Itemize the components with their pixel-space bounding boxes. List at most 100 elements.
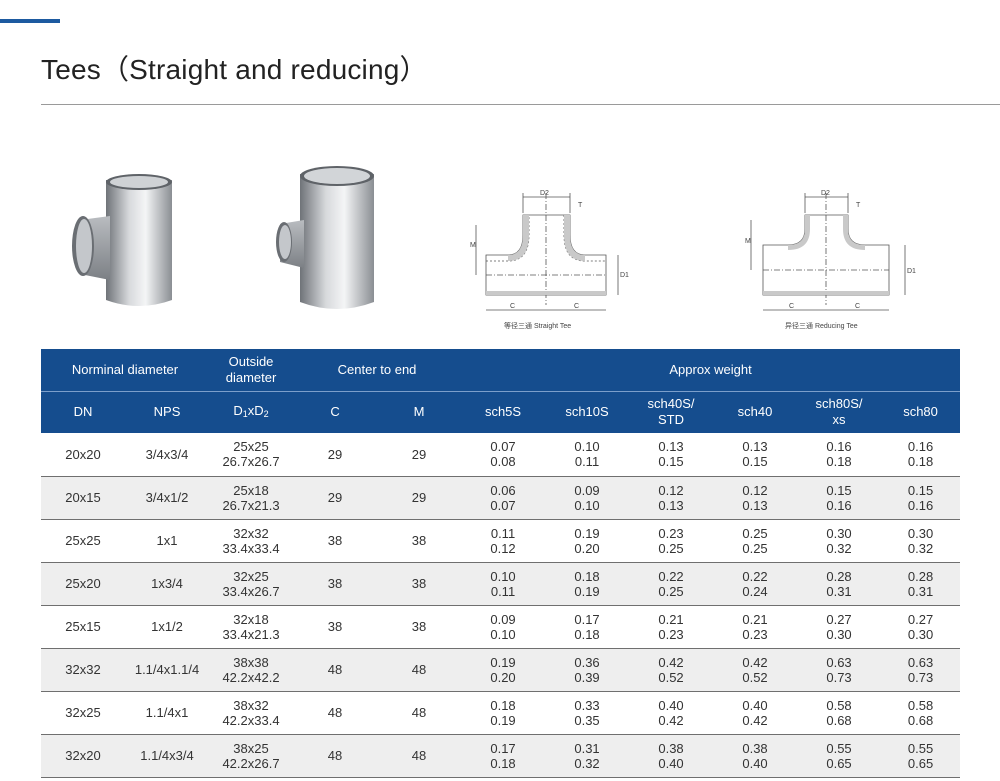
cell-od: 38x32 42.2x33.4 — [209, 691, 294, 735]
cell-m: 48 — [377, 691, 462, 735]
table-row: 32x25 1.1/4x1 38x32 42.2x33.4 48 48 0.18 0.19 0.… — [41, 691, 961, 735]
cell-od-line1: 38x32 — [233, 697, 269, 713]
col-d1xd2-sub1: 1 — [242, 408, 248, 419]
col-d1xd2-main: D — [233, 402, 243, 418]
cell-od: 38x38 42.2x42.2 — [209, 648, 294, 692]
cell-sch40: 0.25 0.25 — [713, 519, 798, 563]
cell-sch80-line1: 0.15 — [907, 482, 934, 498]
cell-dn: 32x25 — [41, 691, 125, 735]
cell-od-line1: 32x18 — [233, 611, 269, 627]
cell-od-line1: 25x25 — [233, 439, 269, 455]
cell-sch80s-line2: 0.16 — [826, 497, 852, 513]
cell-sch5s-line1: 0.09 — [490, 611, 516, 627]
cell-nps: 1x3/4 — [125, 562, 210, 606]
cell-sch80-line2: 0.16 — [907, 497, 934, 513]
cell-sch40s-line1: 0.40 — [658, 697, 684, 713]
cell-m: 38 — [377, 605, 462, 649]
cell-c: 48 — [293, 648, 378, 692]
cell-od-line2: 26.7x21.3 — [222, 497, 280, 513]
reducing-t-label: T — [856, 202, 861, 209]
cell-sch80s-line1: 0.55 — [826, 740, 852, 756]
cell-sch5s-line2: 0.07 — [490, 497, 516, 513]
cell-od-line1: 38x25 — [233, 740, 269, 756]
cell-sch80s-line1: 0.27 — [826, 611, 852, 627]
header-outside-line1: Outside — [228, 353, 274, 369]
cell-sch40-line2: 0.24 — [742, 583, 768, 599]
cell-c: 38 — [293, 519, 378, 563]
cell-sch40-line2: 0.23 — [742, 626, 768, 642]
cell-m: 29 — [377, 476, 462, 520]
cell-sch80s: 0.28 0.31 — [797, 562, 882, 606]
cell-sch5s: 0.19 0.20 — [461, 648, 546, 692]
cell-od: 25x18 26.7x21.3 — [209, 476, 294, 520]
cell-sch80-line1: 0.58 — [907, 697, 934, 713]
cell-sch80-line2: 0.18 — [907, 454, 934, 470]
cell-sch5s-line1: 0.18 — [490, 697, 516, 713]
cell-sch80-line1: 0.28 — [907, 568, 934, 584]
col-d1xd2-x: xD — [247, 402, 264, 418]
cell-sch40-line2: 0.15 — [742, 454, 768, 470]
cell-sch40s-line2: 0.42 — [658, 712, 684, 728]
cell-m: 48 — [377, 648, 462, 692]
cell-sch80: 0.55 0.65 — [881, 734, 961, 778]
cell-sch5s: 0.18 0.19 — [461, 691, 546, 735]
col-sch80s-xs: sch80S/ xs — [797, 390, 882, 433]
table-row: 25x15 1x1/2 32x18 33.4x21.3 38 38 0.09 0.10 0.17… — [41, 605, 961, 649]
cell-sch5s: 0.06 0.07 — [461, 476, 546, 520]
cell-nps: 3/4x3/4 — [125, 433, 210, 477]
straight-tee-drawing: D2 T M D1 C C 等径三通 Straight Tee — [470, 190, 629, 330]
cell-sch10s-line1: 0.36 — [574, 654, 600, 670]
cell-sch10s-line1: 0.18 — [574, 568, 600, 584]
reducing-c-label-right: C — [855, 303, 860, 310]
cell-sch80-line2: 0.65 — [907, 755, 934, 771]
cell-sch40: 0.22 0.24 — [713, 562, 798, 606]
cell-sch40-line1: 0.40 — [742, 697, 768, 713]
header-nominal-diameter: Norminal diameter — [41, 349, 210, 391]
cell-sch5s-line1: 0.17 — [490, 740, 516, 756]
cell-dn: 25x15 — [41, 605, 125, 649]
cell-m: 29 — [377, 433, 462, 477]
cell-sch80s: 0.30 0.32 — [797, 519, 882, 563]
cell-sch80: 0.16 0.18 — [881, 433, 961, 477]
cell-sch40s-line1: 0.42 — [658, 654, 684, 670]
cell-sch10s-line1: 0.09 — [574, 482, 600, 498]
cell-sch10s-line2: 0.11 — [574, 454, 600, 470]
cell-sch5s: 0.10 0.11 — [461, 562, 546, 606]
cell-sch80-line2: 0.30 — [907, 626, 934, 642]
cell-sch5s-line1: 0.19 — [490, 654, 516, 670]
header-group-row: Norminal diameter Outside diameter Cente… — [41, 349, 961, 391]
cell-sch80: 0.30 0.32 — [881, 519, 961, 563]
cell-sch80s-line1: 0.58 — [826, 697, 852, 713]
tees-spec-table: Norminal diameter Outside diameter Cente… — [41, 349, 961, 778]
cell-sch5s: 0.11 0.12 — [461, 519, 546, 563]
cell-sch10s: 0.09 0.10 — [545, 476, 630, 520]
cell-sch10s-line1: 0.31 — [574, 740, 600, 756]
cell-sch80s-line2: 0.73 — [826, 669, 852, 685]
col-sch10s: sch10S — [545, 390, 630, 433]
cell-sch10s-line1: 0.10 — [574, 439, 600, 455]
cell-sch10s: 0.19 0.20 — [545, 519, 630, 563]
cell-sch40s: 0.42 0.52 — [629, 648, 714, 692]
cell-sch80s-line2: 0.68 — [826, 712, 852, 728]
cell-sch80s: 0.55 0.65 — [797, 734, 882, 778]
cell-sch10s: 0.36 0.39 — [545, 648, 630, 692]
cell-sch40s-line2: 0.25 — [658, 540, 684, 556]
cell-sch80s-line1: 0.28 — [826, 568, 852, 584]
reducing-tee-caption: 异径三通 Reducing Tee — [785, 321, 858, 330]
cell-sch80s-line1: 0.30 — [826, 525, 852, 541]
cell-dn: 32x20 — [41, 734, 125, 778]
reducing-c-label-left: C — [789, 303, 794, 310]
cell-sch80: 0.27 0.30 — [881, 605, 961, 649]
cell-sch40s: 0.13 0.15 — [629, 433, 714, 477]
cell-od: 32x18 33.4x21.3 — [209, 605, 294, 649]
spec-table-body: 20x20 3/4x3/4 25x25 26.7x26.7 29 29 0.07 0.08 0.… — [41, 433, 961, 778]
table-row: 32x32 1.1/4x1.1/4 38x38 42.2x42.2 48 48 0.19 0.… — [41, 648, 961, 692]
cell-od-line2: 42.2x26.7 — [222, 755, 280, 771]
cell-sch40-line1: 0.13 — [742, 439, 768, 455]
cell-od-line2: 33.4x33.4 — [222, 540, 280, 556]
cell-sch10s: 0.17 0.18 — [545, 605, 630, 649]
header-outside-diameter: Outside diameter — [209, 349, 294, 391]
straight-d2-label: D2 — [540, 190, 549, 197]
cell-sch80-line2: 0.73 — [907, 669, 934, 685]
cell-sch40s-line2: 0.40 — [658, 755, 684, 771]
